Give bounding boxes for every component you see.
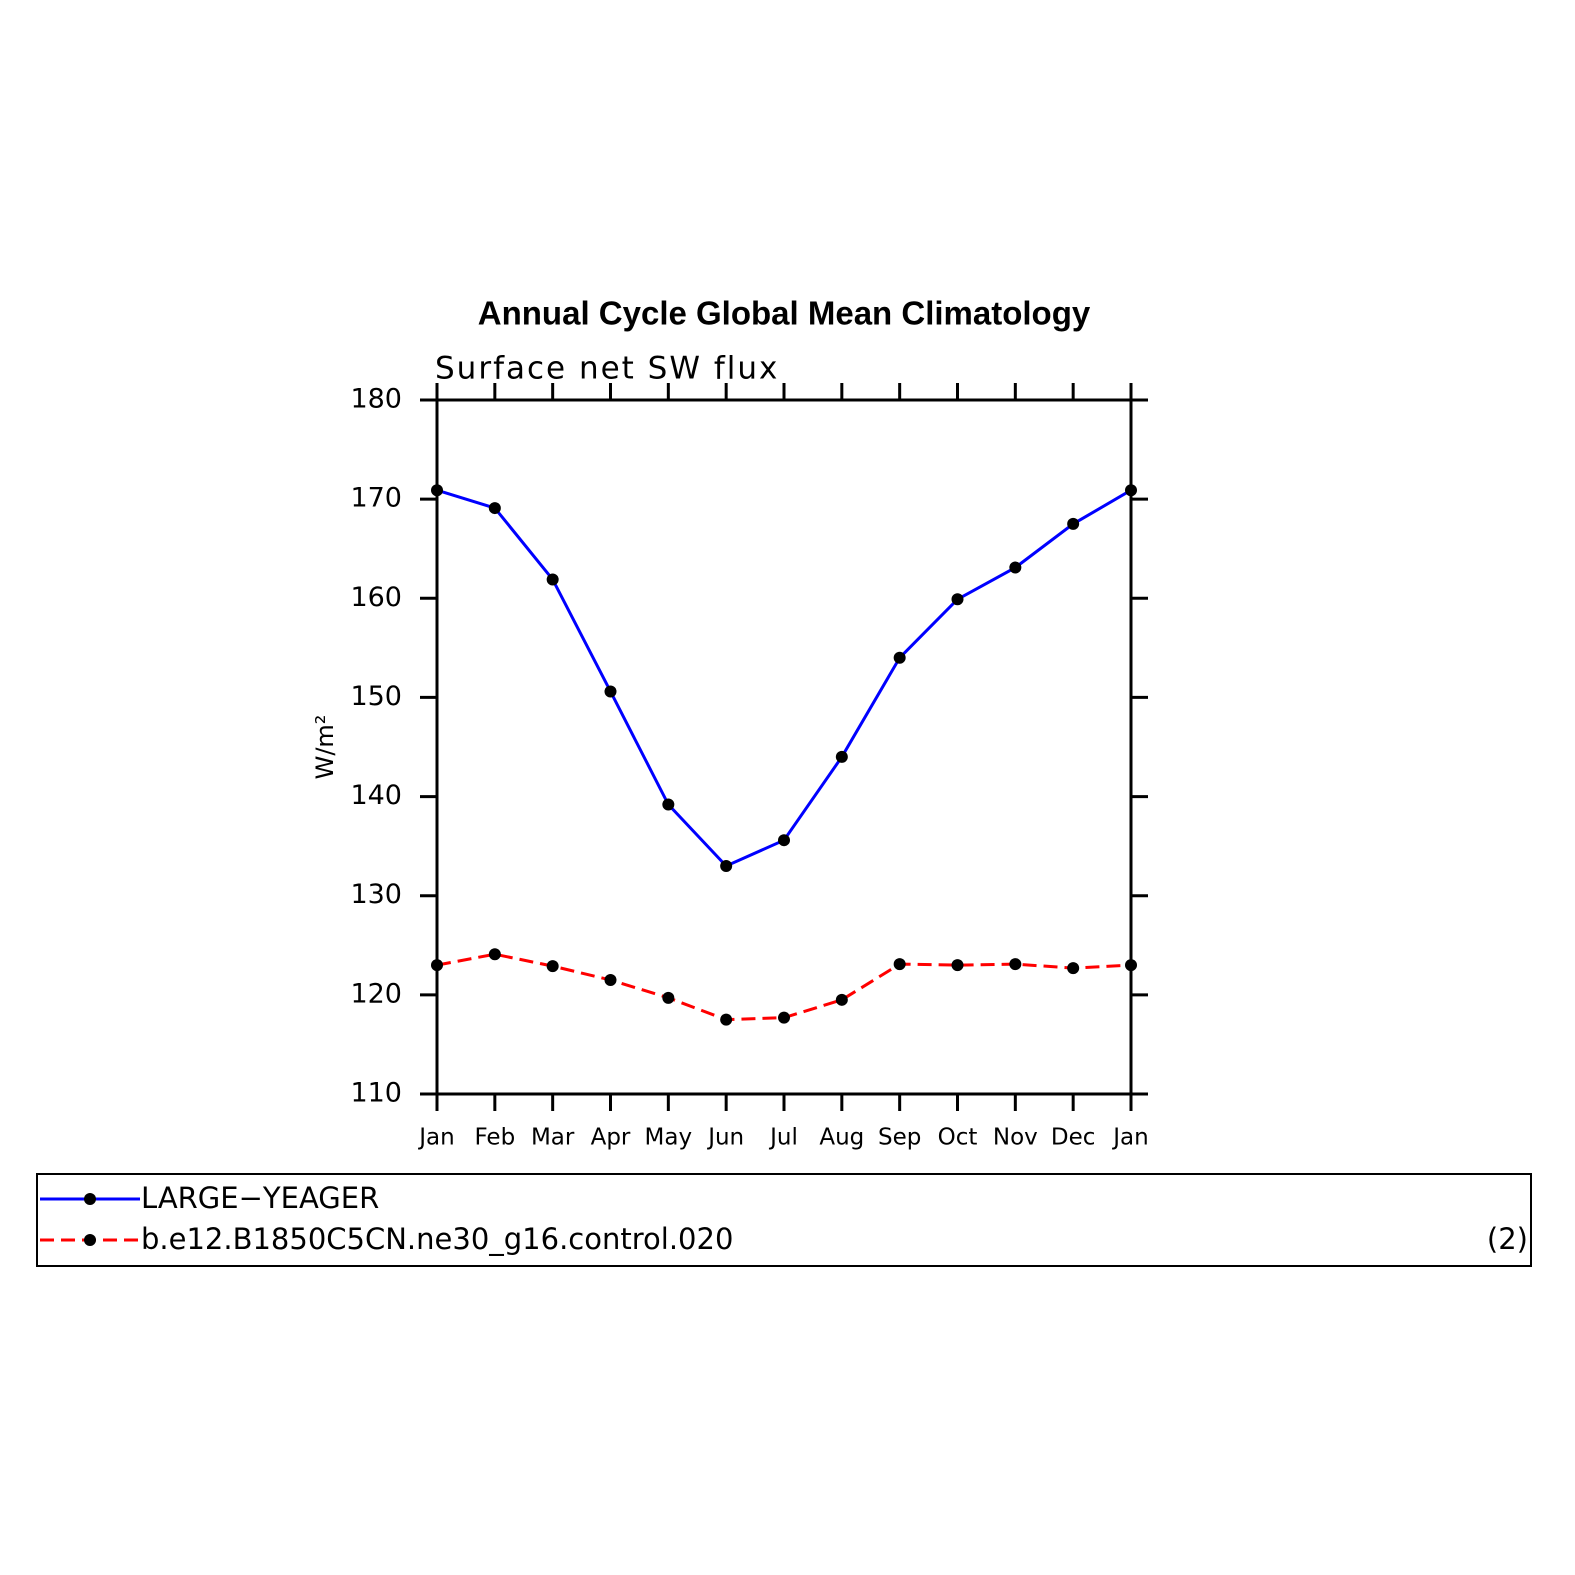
data-point — [1125, 959, 1137, 972]
legend-box — [36, 1173, 1532, 1267]
y-tick-label: 140 — [350, 780, 402, 811]
x-tick-label: Jun — [706, 1125, 744, 1151]
data-point — [778, 1011, 790, 1024]
y-tick-label: 110 — [350, 1078, 402, 1109]
x-tick-label: Jan — [417, 1125, 454, 1151]
data-point — [893, 651, 906, 664]
y-tick-label: 180 — [350, 384, 402, 415]
x-tick-label: Apr — [591, 1125, 631, 1151]
data-point — [1067, 517, 1080, 530]
legend-label: LARGE−YEAGER — [141, 1181, 379, 1215]
x-tick-label: Sep — [878, 1125, 921, 1151]
data-point — [951, 959, 964, 972]
data-point — [488, 502, 501, 515]
series-line — [436, 952, 1132, 1022]
data-point — [546, 960, 559, 973]
x-tick-label: May — [645, 1125, 693, 1151]
data-point — [1067, 962, 1080, 975]
data-point — [662, 798, 675, 811]
data-point — [604, 685, 617, 698]
x-tick-label: Feb — [474, 1125, 515, 1151]
x-tick-label: Jan — [1111, 1125, 1148, 1151]
data-point — [1009, 958, 1022, 971]
y-tick-label: 130 — [350, 879, 402, 910]
x-tick-label: Nov — [993, 1125, 1038, 1151]
data-point — [835, 750, 848, 763]
y-tick-label: 150 — [350, 681, 402, 712]
data-point — [778, 834, 790, 847]
panel-label: (2) — [1487, 1222, 1528, 1256]
x-tick-label: Aug — [819, 1125, 864, 1151]
chart-title: Annual Cycle Global Mean Climatology — [478, 295, 1091, 332]
y-tick-label: 170 — [350, 483, 402, 514]
legend-marker — [84, 1234, 96, 1246]
x-tick-label: Dec — [1051, 1125, 1096, 1151]
data-point — [720, 1013, 733, 1026]
y-tick-label: 120 — [350, 978, 402, 1009]
data-point — [431, 484, 443, 497]
x-tick-label: Mar — [531, 1125, 575, 1151]
data-point — [1125, 484, 1137, 497]
chart-subtitle: Surface net SW flux — [435, 351, 779, 387]
y-tick-label: 160 — [350, 582, 402, 613]
data-point — [431, 959, 443, 972]
data-point — [546, 573, 559, 586]
data-point — [662, 991, 675, 1004]
legend-marker — [84, 1193, 96, 1205]
data-point — [835, 993, 848, 1006]
data-point — [720, 859, 733, 872]
data-point — [488, 948, 501, 961]
x-tick-label: Oct — [938, 1125, 978, 1151]
data-point — [604, 973, 617, 986]
plot-frame — [435, 398, 1133, 1096]
data-point — [1009, 561, 1022, 574]
y-axis-label: W/m² — [311, 715, 339, 780]
data-point — [951, 593, 964, 606]
series-line — [436, 488, 1132, 868]
x-tick-label: Jul — [768, 1125, 798, 1151]
data-point — [893, 958, 906, 971]
legend-label: b.e12.B1850C5CN.ne30_g16.control.020 — [141, 1222, 733, 1256]
